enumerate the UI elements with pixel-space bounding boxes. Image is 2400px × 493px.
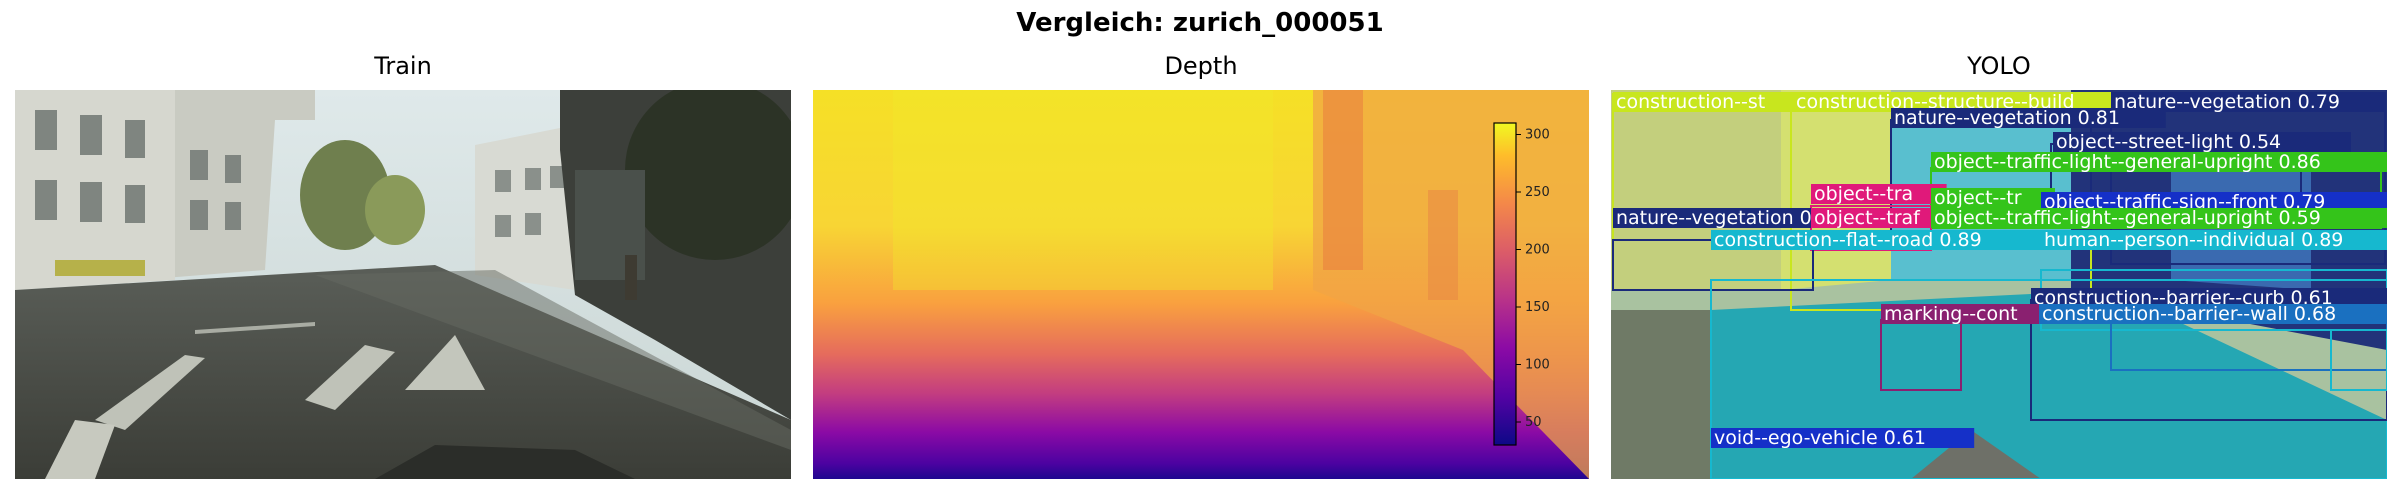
detection-label: object--traffic-sign--front 0.79 [2044,191,2325,213]
detection-label: object--tra [1814,183,1913,205]
panel-title-yolo: YOLO [1967,52,2031,80]
detection-label-bg [1793,92,2149,112]
detection-label: construction--flat--road 0.89 [1714,229,1982,251]
detection-label: object--traffic-light--general-upright 0… [1934,207,2321,229]
colorbar-tick-label: 300 [1525,128,1550,143]
detection-label: marking--cont [1884,303,2018,325]
colorbar-tick-label: 100 [1525,358,1550,373]
detection-label-bg [1931,188,2055,208]
detection-label-bg [1711,230,2056,250]
detection-label-bg [1811,208,1959,228]
train-image [15,90,791,479]
detection-label: nature--vegetation 0.79 [2114,91,2340,113]
detection-label: human--person--individual 0.89 [2044,229,2343,251]
detection-label-bg [2039,304,2387,324]
colorbar-tick-label: 150 [1525,300,1550,315]
depth-svg: 300 250 200 150 100 50 [813,90,1589,479]
yolo-segmentation: construction--st construction--structure-… [1611,90,2387,479]
detection-label: construction--barrier--curb 0.61 [2034,287,2333,309]
detection-label-bg [2041,192,2387,212]
panel-title-depth: Depth [1164,52,1238,80]
detection-label-bg [1881,304,2040,324]
depth-map: 300 250 200 150 100 50 [813,90,1589,479]
detection-label-bg [1711,428,1975,448]
detection-label: object--traf [1814,207,1921,229]
colorbar-tick-label: 200 [1525,243,1550,258]
detection-labels: construction--st construction--structure-… [1613,91,2387,449]
detection-label-bg [1811,184,1947,204]
detection-label-bg [2053,132,2351,152]
yolo-svg: construction--st construction--structure-… [1611,90,2387,479]
colorbar [1493,122,1517,446]
colorbar-ticks: 300 250 200 150 100 50 [1516,128,1550,430]
train-scene-svg [15,90,791,479]
detection-label-bg [2041,230,2387,250]
detection-label: void--ego-vehicle 0.61 [1714,427,1926,449]
detection-label-bg [1613,92,1807,112]
detection-label-bg [1891,108,2166,128]
detection-label-bg [1931,152,2387,172]
detection-label: construction--st [1616,91,1765,113]
figure-title: Vergleich: zurich_000051 [1016,8,1384,38]
colorbar-tick-label: 50 [1525,415,1542,430]
detection-label: nature--vegetation 0.67 [1616,207,1842,229]
detection-label-bg [1931,208,2387,228]
detection-label: object--traffic-light--general-upright 0… [1934,151,2321,173]
detection-label: construction--barrier--wall 0.68 [2042,303,2336,325]
detection-label: object--street-light 0.54 [2056,131,2281,153]
detection-label: object--tr [1934,187,2022,209]
detection-label: construction--structure--build [1796,91,2075,113]
panel-title-train: Train [374,52,432,80]
detection-label-bg [2111,92,2386,112]
detection-label: nature--vegetation 0.81 [1894,107,2120,129]
colorbar-tick-label: 250 [1525,185,1550,200]
detection-label-bg [2031,288,2387,308]
